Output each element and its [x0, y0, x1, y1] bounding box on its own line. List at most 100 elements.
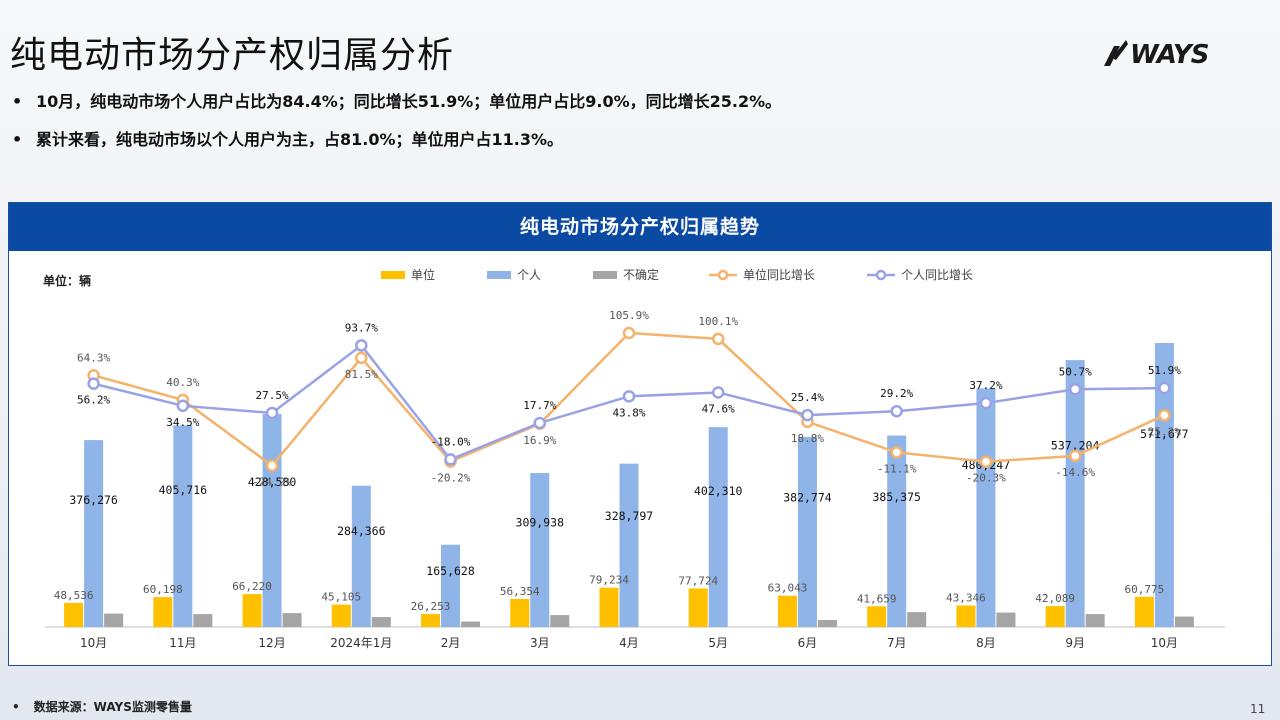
x-tick-label: 10月 — [80, 636, 107, 650]
bar-label-person: 376,276 — [69, 493, 118, 507]
bar-label-unit: 26,253 — [411, 600, 451, 613]
line-label-person: 50.7% — [1059, 365, 1092, 378]
point-个人同比增长-3 — [265, 406, 279, 420]
bar-不确定-1 — [104, 613, 124, 627]
bar-label-unit: 43,346 — [946, 591, 986, 604]
point-个人同比增长-5 — [444, 453, 457, 466]
bar-label-person: 284,366 — [337, 524, 386, 538]
legend-marker-5 — [875, 269, 887, 281]
bar-单位-7 — [599, 587, 619, 627]
bar-label-person: 328,797 — [605, 509, 654, 523]
summary-bullet: 累计来看，纯电动市场以个人用户为主，占81.0%；单位用户占11.3%。 — [12, 130, 781, 150]
bar-个人-1 — [84, 440, 104, 627]
bar-label-unit: 48,536 — [54, 589, 94, 602]
line-label-unit: -11.1% — [877, 462, 917, 475]
line-label-unit: -24.2% — [252, 476, 292, 489]
bar-单位-12 — [1045, 606, 1065, 627]
line-label-person: 29.2% — [880, 387, 913, 400]
bar-个人-12 — [1065, 360, 1085, 627]
line-label-person: 17.7% — [523, 399, 556, 412]
point-个人同比增长-7 — [622, 390, 636, 403]
point-个人同比增长-4 — [355, 339, 368, 352]
bar-单位-1 — [64, 602, 84, 627]
source-bullet: • — [12, 700, 20, 714]
bar-label-person: 405,716 — [159, 483, 208, 497]
line-label-person: 51.9% — [1148, 364, 1181, 377]
bar-单位-2 — [153, 597, 173, 627]
point-个人同比增长-13 — [1158, 381, 1171, 395]
bar-不确定-12 — [1085, 614, 1105, 627]
bar-个人-10 — [887, 435, 907, 627]
legend-label: 个人 — [517, 268, 541, 282]
bar-label-person: 165,628 — [426, 564, 475, 578]
legend-label: 个人同比增长 — [901, 268, 973, 282]
point-单位同比增长-7 — [622, 326, 636, 340]
bar-label-person: 402,310 — [694, 484, 743, 498]
x-tick-label: 8月 — [976, 636, 996, 650]
bar-不确定-6 — [550, 615, 570, 627]
point-个人同比增长-11 — [979, 396, 993, 410]
source-text: 数据来源：WAYS监测零售量 — [33, 700, 192, 714]
bar-个人-7 — [619, 463, 639, 627]
bar-label-person: 571,677 — [1140, 427, 1189, 441]
bar-label-unit: 77,724 — [678, 574, 718, 587]
bar-单位-6 — [510, 599, 530, 627]
x-tick-label: 2024年1月 — [330, 636, 392, 650]
bar-label-unit: 79,234 — [589, 574, 629, 587]
page-title: 纯电动市场分产权归属分析 — [10, 35, 455, 76]
ways-logo-icon — [1104, 40, 1128, 66]
x-tick-label: 4月 — [619, 636, 639, 650]
line-label-unit: 64.3% — [77, 351, 110, 364]
bar-单位-9 — [777, 595, 797, 627]
x-tick-label: 10月 — [1151, 636, 1178, 650]
bar-个人-6 — [530, 473, 550, 627]
line-label-person: 27.5% — [256, 389, 289, 402]
x-tick-label: 7月 — [887, 636, 907, 650]
bar-个人-5 — [441, 544, 461, 627]
point-单位同比增长-11 — [979, 455, 993, 468]
x-tick-label: 3月 — [530, 636, 550, 650]
line-label-person: 25.4% — [791, 391, 824, 404]
bar-不确定-5 — [461, 621, 481, 627]
x-tick-label: 9月 — [1065, 636, 1085, 650]
line-label-person: 43.8% — [612, 406, 645, 419]
point-单位同比增长-13 — [1158, 409, 1171, 422]
bar-label-person: 428,580 — [248, 475, 297, 489]
bar-不确定-4 — [371, 617, 391, 627]
chart-canvas: 单位：辆 单位 个人 不确定 单位同比增长 个人同比增长 48,536 60,198 66,22… — [43, 267, 1225, 650]
line-label-unit: 16.9% — [523, 434, 556, 447]
point-单位同比增长-3 — [265, 459, 279, 472]
legend-marker-4 — [717, 269, 729, 281]
bar-单位-4 — [331, 604, 351, 627]
bar-不确定-9 — [817, 620, 837, 627]
bar-个人-3 — [262, 414, 282, 627]
x-tick-label: 11月 — [169, 636, 196, 650]
line-label-person: 93.7% — [345, 321, 378, 334]
point-单位同比增长-4 — [355, 351, 368, 365]
bar-不确定-11 — [996, 612, 1016, 627]
bar-不确定-10 — [907, 612, 927, 627]
bar-个人-2 — [173, 425, 193, 627]
line-label-unit: 25.2% — [1148, 425, 1181, 438]
chart-panel: 纯电动市场分产权归属趋势 单位：辆 单位 个人 不确定 单位同比增长 个人同比增长 48,5… — [8, 202, 1272, 666]
chart-title: 纯电动市场分产权归属趋势 — [9, 203, 1271, 251]
bar-单位-11 — [956, 605, 976, 627]
summary-bullet: 10月，纯电动市场个人用户占比为84.4%；同比增长51.9%；单位用户占比9.… — [12, 92, 781, 112]
line-label-person: 56.2% — [77, 394, 110, 407]
point-单位同比增长-10 — [890, 446, 903, 459]
bar-单位-8 — [688, 588, 708, 627]
data-source: • 数据来源：WAYS监测零售量 — [12, 698, 192, 715]
bar-label-person: 385,375 — [872, 490, 920, 504]
legend-swatch-3 — [593, 271, 617, 279]
bar-label-person: 382,774 — [783, 491, 832, 505]
line-label-unit: -20.2% — [431, 472, 471, 485]
point-个人同比增长-2 — [176, 399, 190, 413]
bar-单位-3 — [242, 594, 262, 627]
point-个人同比增长-6 — [533, 416, 547, 430]
line-label-person: 47.6% — [702, 402, 735, 415]
point-单位同比增长-12 — [1068, 449, 1082, 463]
line-label-person: 34.5% — [166, 416, 199, 429]
x-tick-label: 2月 — [441, 636, 461, 650]
bar-label-unit: 45,105 — [321, 591, 361, 604]
line-label-person: 37.2% — [969, 379, 1002, 392]
